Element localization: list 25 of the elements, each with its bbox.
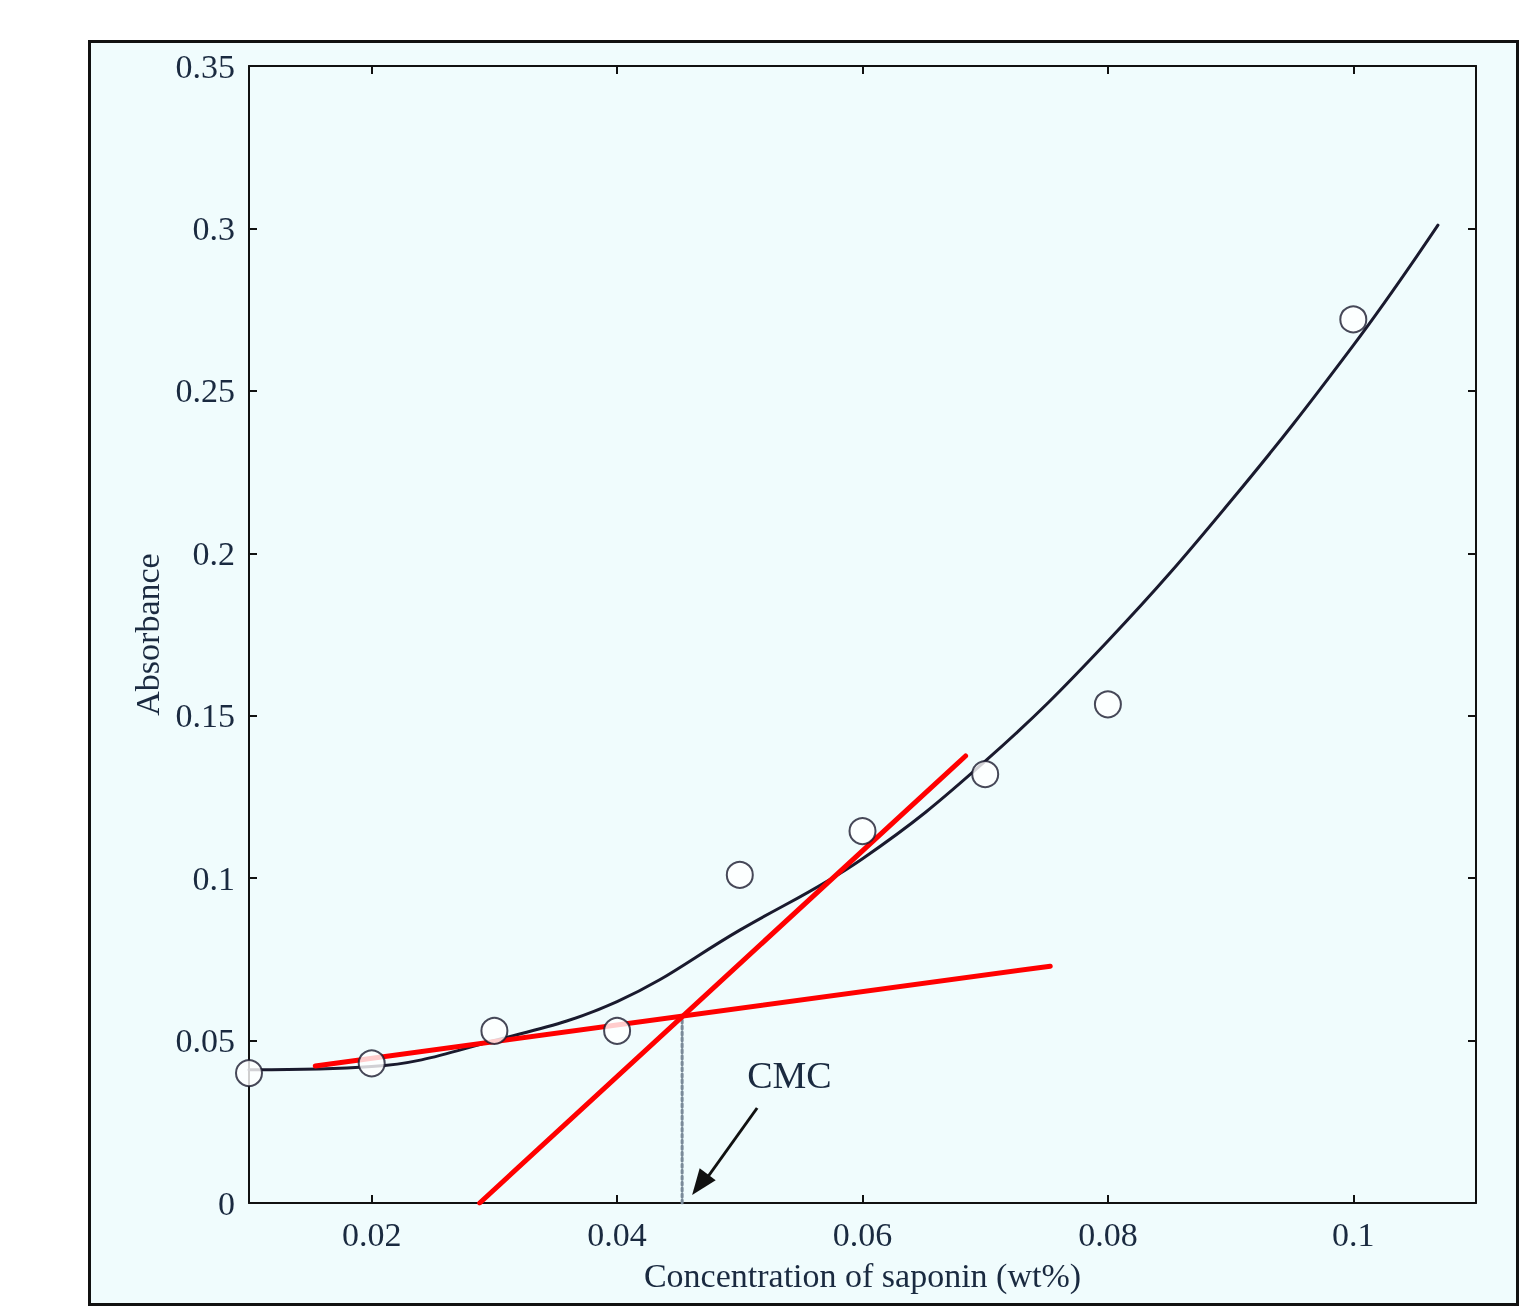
y-tick-label: 0 [218, 1184, 235, 1222]
x-tick-label: 0.06 [832, 1215, 893, 1253]
x-tick-label: 0.04 [587, 1215, 647, 1253]
y-tick-label: 0.35 [175, 47, 235, 85]
x-tick-label: 0.02 [341, 1215, 402, 1253]
point [725, 860, 754, 889]
y-tick-label: 0.25 [175, 372, 235, 410]
y-tick-label: 0.2 [192, 534, 235, 572]
y-tick-label: 0.15 [175, 697, 235, 735]
x-tick-label: 0.08 [1078, 1215, 1138, 1253]
x-tick-label: 0.1 [1332, 1215, 1375, 1253]
point [1093, 690, 1122, 719]
point [480, 1016, 509, 1045]
y-tick-label: 0.1 [192, 859, 235, 897]
y-axis-title: Absorbance [128, 553, 166, 716]
point [357, 1049, 386, 1078]
y-tick-label: 0.05 [175, 1022, 235, 1060]
point [971, 760, 1000, 789]
point [235, 1059, 263, 1088]
x-axis-title: Concentration of saponin (wt%) [643, 1256, 1082, 1295]
point [603, 1016, 632, 1045]
point [1339, 305, 1368, 334]
y-tick-label: 0.3 [192, 209, 235, 247]
annotation: CMC [747, 1053, 832, 1097]
point [848, 817, 877, 846]
